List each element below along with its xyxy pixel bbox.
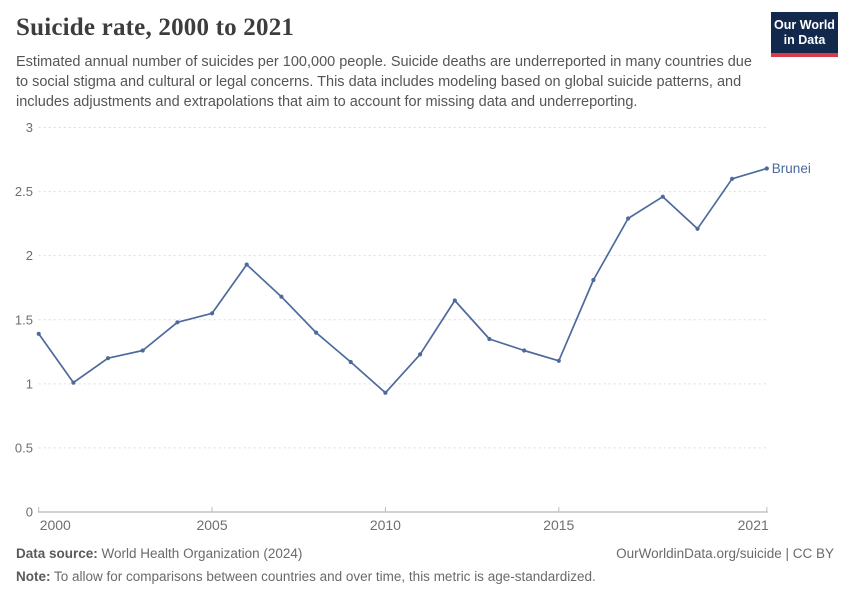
y-tick-label: 0.5 bbox=[15, 440, 33, 455]
y-tick-label: 1.5 bbox=[15, 312, 33, 327]
data-point bbox=[314, 330, 319, 335]
y-tick-label: 2.5 bbox=[15, 184, 33, 199]
data-point bbox=[418, 352, 423, 357]
chart-footer: Data source: World Health Organization (… bbox=[16, 546, 834, 584]
note-label: Note: bbox=[16, 569, 51, 584]
note-line: Note: To allow for comparisons between c… bbox=[16, 569, 596, 584]
data-point bbox=[522, 348, 527, 353]
owid-logo-line2: in Data bbox=[783, 33, 826, 47]
x-tick-label: 2010 bbox=[370, 517, 401, 533]
data-point bbox=[660, 194, 665, 199]
data-point bbox=[279, 294, 284, 299]
data-point bbox=[383, 390, 388, 395]
x-tick-label: 2005 bbox=[196, 517, 227, 533]
owid-logo-line1: Our World bbox=[774, 18, 835, 32]
data-point bbox=[452, 298, 457, 303]
data-point bbox=[244, 262, 249, 267]
chart-subtitle: Estimated annual number of suicides per … bbox=[16, 54, 752, 110]
chart-header: Suicide rate, 2000 to 2021 Estimated ann… bbox=[16, 14, 761, 112]
data-point bbox=[730, 176, 735, 181]
data-point bbox=[764, 166, 769, 171]
data-line bbox=[37, 167, 768, 394]
x-tick-label: 2000 bbox=[40, 517, 71, 533]
data-source-label: Data source: bbox=[16, 546, 98, 561]
series-end-label: Brunei bbox=[772, 161, 811, 176]
data-point bbox=[556, 358, 561, 363]
owid-logo[interactable]: Our World in Data bbox=[771, 12, 838, 57]
y-tick-label: 3 bbox=[26, 120, 33, 135]
data-point bbox=[695, 226, 700, 231]
y-tick-label: 0 bbox=[26, 505, 33, 520]
x-tick-label: 2021 bbox=[738, 517, 769, 533]
data-point bbox=[626, 216, 631, 221]
data-source-text: World Health Organization (2024) bbox=[97, 546, 303, 561]
data-point bbox=[105, 356, 111, 361]
note-text: To allow for comparisons between countri… bbox=[50, 569, 596, 584]
y-tick-label: 1 bbox=[26, 376, 33, 391]
page-title: Suicide rate, 2000 to 2021 bbox=[16, 14, 295, 41]
data-point bbox=[487, 336, 492, 342]
data-point bbox=[71, 380, 76, 385]
data-point bbox=[140, 348, 145, 353]
data-source-line: Data source: World Health Organization (… bbox=[16, 546, 302, 561]
data-point bbox=[36, 331, 41, 336]
data-point bbox=[591, 277, 596, 283]
y-tick-label: 2 bbox=[26, 248, 33, 263]
x-tick-label: 2015 bbox=[543, 517, 574, 533]
data-point bbox=[175, 320, 180, 325]
data-point bbox=[210, 311, 215, 316]
data-point bbox=[348, 359, 353, 365]
credit-link[interactable]: OurWorldinData.org/suicide | CC BY bbox=[616, 546, 834, 561]
